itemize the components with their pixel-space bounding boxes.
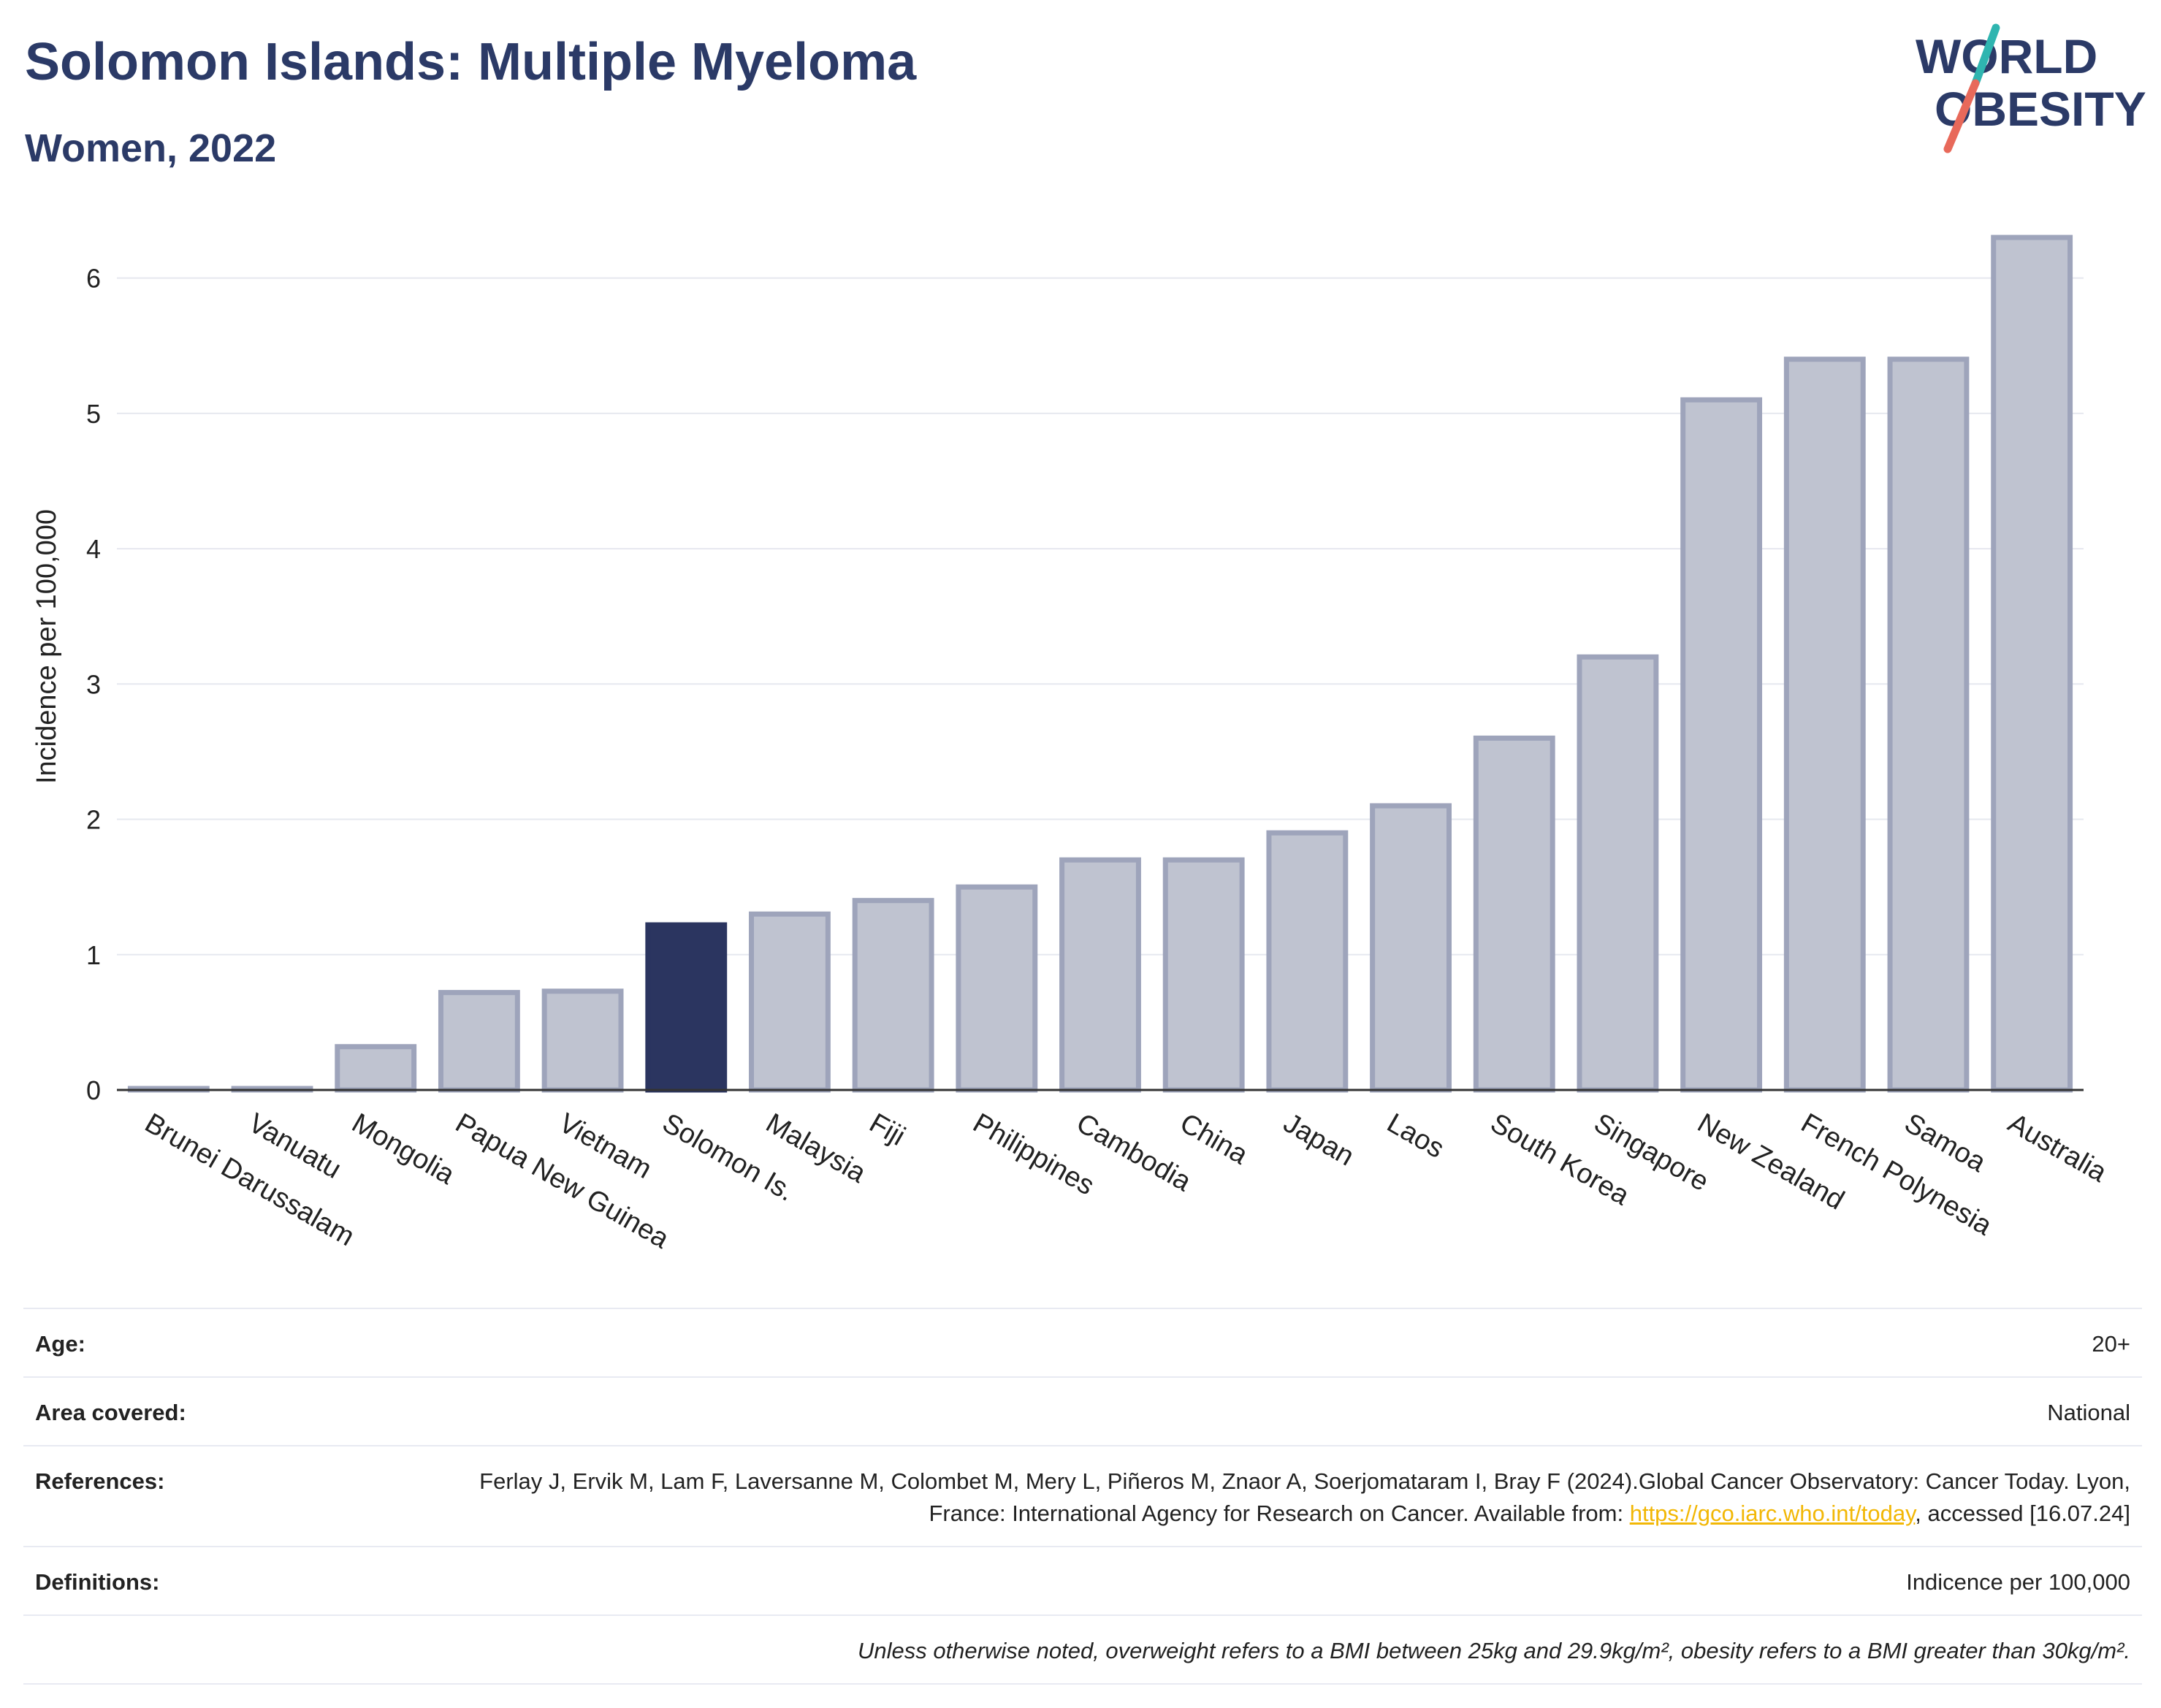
age-label: Age: [35,1331,85,1357]
bar-papua-new-guinea[interactable] [438,990,520,1093]
bar-singapore[interactable] [1577,654,1659,1093]
bars [127,235,2073,1093]
y-tick-label: 3 [86,669,101,699]
area-label: Area covered: [35,1400,186,1425]
x-tick-label: Laos [1381,1107,1449,1164]
chart-subtitle: Women, 2022 [25,126,277,170]
age-value: 20+ [2092,1331,2130,1357]
x-tick-label: Australia [2002,1107,2112,1189]
bar-philippines[interactable] [956,884,1038,1093]
bar-vietnam[interactable] [541,988,624,1093]
meta-row-age: Age: 20+ [23,1309,2142,1378]
metadata-table: Age: 20+ Area covered: National Referenc… [23,1308,2142,1685]
logo-text-world: WORLD [1916,29,2097,83]
bar-new-zealand[interactable] [1680,397,1763,1093]
logo-slash-top [1971,23,2000,88]
y-tick-label: 2 [86,805,101,835]
x-tick-label: Japan [1278,1107,1360,1172]
bar-malaysia[interactable] [749,911,831,1093]
y-tick-label: 1 [86,940,101,970]
chart-title: Solomon Islands: Multiple Myeloma [25,33,917,91]
meta-row-definitions: Definitions: Indicence per 100,000 [23,1547,2142,1616]
y-tick-label: 6 [86,264,101,294]
references-link[interactable]: https://gco.iarc.who.int/today [1629,1501,1916,1526]
x-tick-label: Mongolia [347,1107,460,1191]
meta-row-area: Area covered: National [23,1378,2142,1446]
y-tick-label: 4 [86,534,101,564]
bar-china[interactable] [1162,857,1245,1093]
bmi-note: Unless otherwise noted, overweight refer… [857,1638,2130,1663]
meta-row-note: Unless otherwise noted, overweight refer… [23,1616,2142,1685]
area-value: National [2047,1400,2130,1425]
definitions-value: Indicence per 100,000 [1906,1569,2130,1595]
references-label: References: [35,1468,165,1494]
y-tick-label: 5 [86,399,101,429]
references-suffix: , accessed [16.07.24] [1915,1501,2130,1526]
x-tick-label: China [1175,1107,1254,1170]
logo-slash-bottom [1943,79,1980,153]
bar-french-polynesia[interactable] [1783,357,1866,1093]
bar-south-korea[interactable] [1473,735,1555,1093]
x-tick-label: French Polynesia [1796,1107,1997,1242]
y-axis-label: Incidence per 100,000 [31,509,62,784]
bar-samoa[interactable] [1887,357,1970,1093]
bar-fiji[interactable] [852,898,934,1093]
references-text: Ferlay J, Ervik M, Lam F, Laversanne M, … [479,1468,2130,1526]
bar-cambodia[interactable] [1059,857,1141,1093]
y-tick-label: 0 [86,1075,101,1105]
bar-australia[interactable] [1991,235,2073,1093]
world-obesity-logo: WORLD OBESITY [1916,23,2146,153]
references-value: Ferlay J, Ervik M, Lam F, Laversanne M, … [465,1465,2130,1530]
x-tick-label: Fiji [864,1107,910,1152]
bar-solomon-is-[interactable] [645,922,728,1093]
bar-mongolia[interactable] [335,1044,417,1093]
definitions-label: Definitions: [35,1569,160,1595]
meta-row-references: References: Ferlay J, Ervik M, Lam F, La… [23,1446,2142,1547]
bar-japan[interactable] [1266,830,1349,1093]
bar-laos[interactable] [1370,803,1452,1093]
